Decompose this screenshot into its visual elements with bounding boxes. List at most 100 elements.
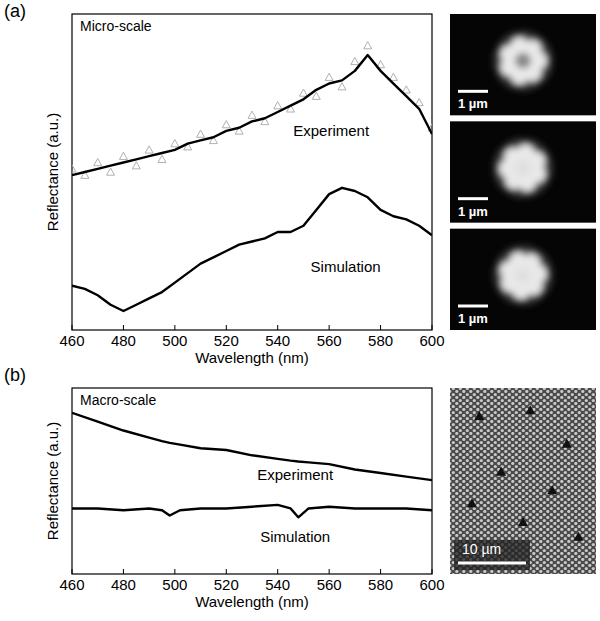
data-point [274, 102, 282, 109]
micrograph [450, 121, 596, 222]
data-point [197, 130, 205, 137]
x-tick-label: 480 [111, 576, 136, 593]
spot-core [515, 160, 531, 176]
data-line [72, 413, 432, 480]
x-tick-label: 460 [59, 576, 84, 593]
data-point [72, 165, 76, 172]
marks [72, 42, 432, 311]
panel-letter: (a) [4, 1, 26, 21]
scale-bar [458, 305, 488, 308]
micrograph [450, 229, 596, 330]
data-line [72, 55, 432, 175]
data-point [364, 42, 372, 49]
optical-spot [493, 31, 553, 91]
panel-letter: (b) [4, 365, 26, 385]
data-line [72, 188, 432, 311]
scale-bar [458, 562, 526, 565]
series-label: Simulation [311, 258, 381, 275]
sem-defect [547, 485, 557, 494]
x-axis-title: Wavelength (nm) [195, 349, 309, 366]
data-point [107, 168, 115, 175]
data-line [72, 505, 432, 517]
x-tick [174, 325, 175, 330]
data-point [132, 162, 140, 169]
figure: (a) 460 480 500 520 540 560 580 600 Wavelength (n… [0, 0, 600, 621]
data-point [338, 83, 346, 90]
x-tick-label: 600 [419, 332, 444, 349]
data-point [171, 140, 179, 147]
series-label: Experiment [257, 466, 334, 483]
x-tick [380, 325, 381, 330]
label-patch [454, 540, 530, 570]
x-tick [277, 569, 278, 574]
x-axis-title: Wavelength (nm) [195, 593, 309, 610]
x-tick-label: 520 [214, 332, 239, 349]
data-point [248, 111, 256, 118]
x-tick [226, 325, 227, 330]
x-tick-label: 500 [162, 332, 187, 349]
chart-title: Micro-scale [80, 18, 152, 34]
x-tick-label: 580 [368, 332, 393, 349]
micrograph [450, 14, 596, 115]
x-tick-label: 580 [368, 576, 393, 593]
halo [493, 245, 553, 305]
series-label: Simulation [260, 528, 330, 545]
y-axis-title: Reflectance (a.u.) [44, 113, 61, 231]
optical-spot [493, 245, 553, 305]
data-point [325, 73, 333, 80]
x-tick [123, 325, 124, 330]
sem-defect [474, 411, 484, 420]
spot-lobe [529, 265, 547, 283]
plot-frame [72, 388, 432, 574]
sem-defect [467, 498, 477, 507]
data-point [119, 152, 127, 159]
scale-bar-label: 10 µm [462, 541, 501, 557]
x-tick [380, 569, 381, 574]
x-tick-label: 480 [111, 332, 136, 349]
scale-bar-label: 1 µm [458, 204, 488, 219]
x-tick-label: 500 [162, 576, 187, 593]
x-tick [432, 325, 433, 330]
sem-defect [525, 405, 535, 414]
spot-core [515, 53, 531, 69]
x-tick-label: 520 [214, 576, 239, 593]
sem-defect [518, 517, 528, 526]
data-point [222, 121, 230, 128]
halo [493, 138, 553, 198]
x-tick-label: 560 [317, 576, 342, 593]
chart-title: Macro-scale [80, 392, 156, 408]
x-tick-label: 540 [265, 332, 290, 349]
data-point [158, 155, 166, 162]
data-point [94, 159, 102, 166]
x-tick [72, 569, 73, 574]
sem-defect [496, 467, 506, 476]
x-tick [277, 325, 278, 330]
x-tick-label: 560 [317, 332, 342, 349]
x-tick [226, 569, 227, 574]
scale-bar-label: 1 µm [458, 311, 488, 326]
optical-spot [493, 138, 553, 198]
y-axis-title: Reflectance (a.u.) [44, 422, 61, 540]
data-point [351, 57, 359, 64]
data-point [299, 89, 307, 96]
scale-bar [458, 197, 488, 200]
x-tick [329, 325, 330, 330]
x-tick [123, 569, 124, 574]
sem-defect [573, 532, 583, 541]
x-tick-label: 600 [419, 576, 444, 593]
sem-image [450, 388, 596, 574]
x-tick [329, 569, 330, 574]
plot-frame [72, 14, 432, 330]
spot-core [515, 267, 531, 283]
x-tick-label: 540 [265, 576, 290, 593]
sem-defect [562, 439, 572, 448]
data-point [145, 146, 153, 153]
x-tick [432, 569, 433, 574]
x-tick [72, 325, 73, 330]
scale-bar [458, 90, 488, 93]
scale-bar-label: 1 µm [458, 96, 488, 111]
series-label: Experiment [293, 122, 370, 139]
x-tick [174, 569, 175, 574]
x-tick-label: 460 [59, 332, 84, 349]
marks [72, 413, 432, 518]
